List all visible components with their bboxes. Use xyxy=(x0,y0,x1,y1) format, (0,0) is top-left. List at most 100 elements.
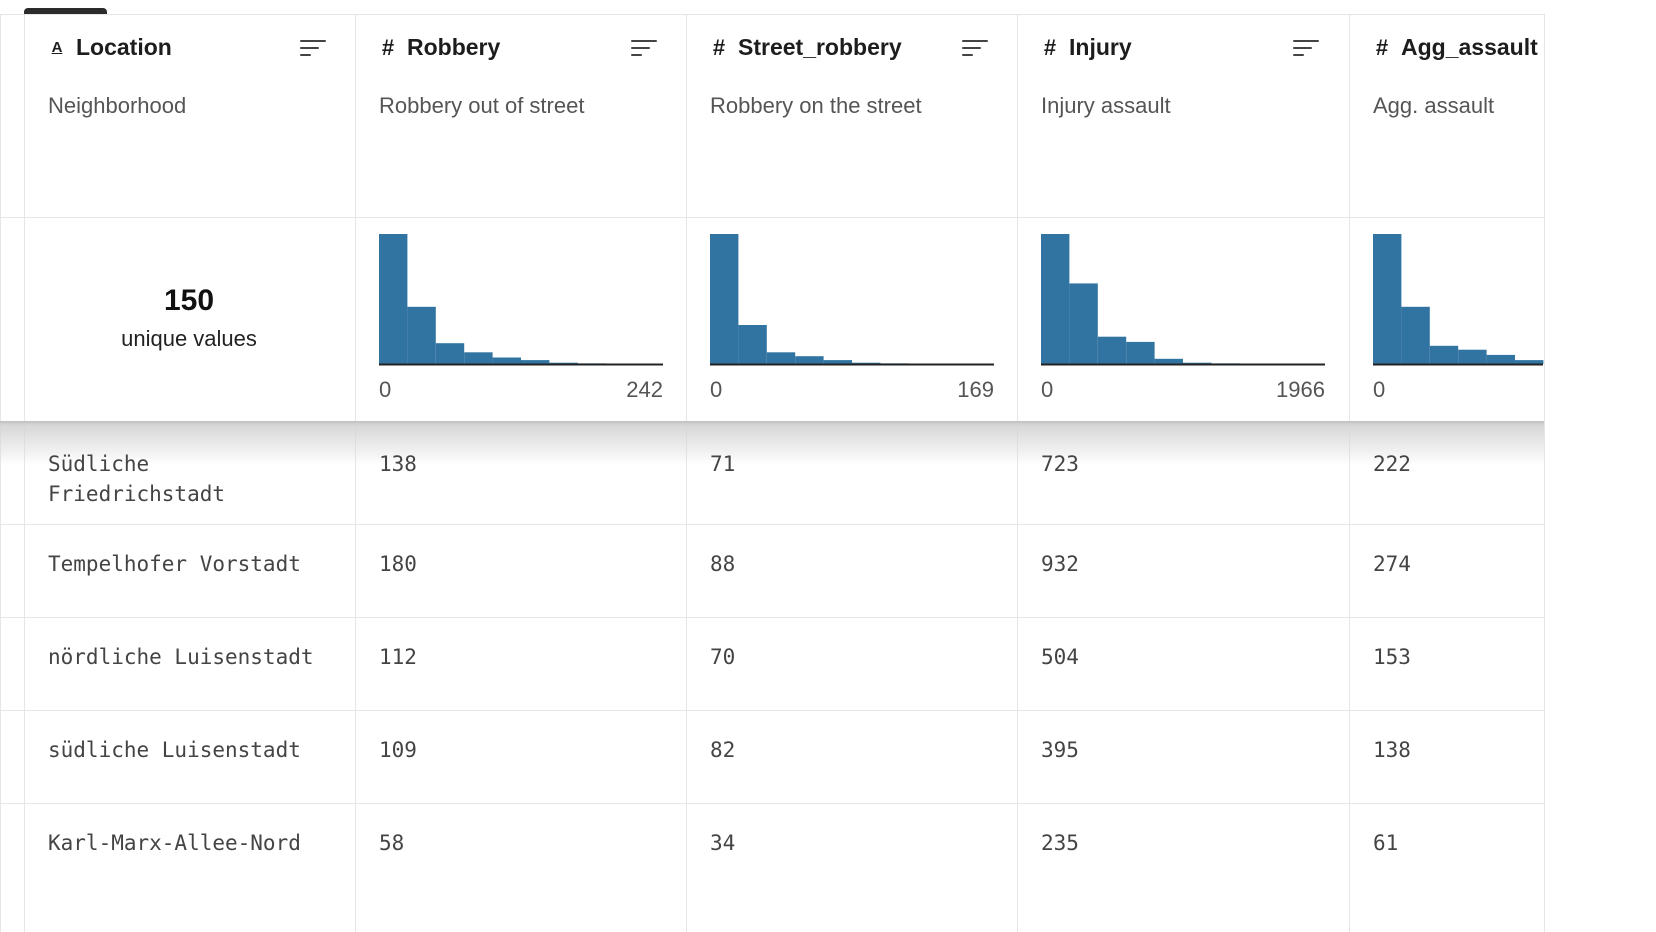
column-injury-header[interactable]: # Injury xyxy=(1039,34,1132,61)
number-cell[interactable]: 109 xyxy=(379,738,417,762)
unique-values-count: 150 xyxy=(163,284,215,317)
number-cell[interactable]: 71 xyxy=(710,452,736,476)
histogram-min-label: 0 xyxy=(1041,377,1054,402)
histogram-bar xyxy=(379,234,408,364)
number-type-icon: # xyxy=(381,34,395,60)
histogram-bar xyxy=(1041,234,1070,364)
column-robbery-description: Robbery out of street xyxy=(379,93,585,118)
histogram-bar xyxy=(795,356,824,364)
histogram-min-label: 0 xyxy=(710,377,723,402)
grid-column-divider xyxy=(355,14,356,932)
unique-values-label: unique values xyxy=(121,326,257,351)
column-agg-assault-header[interactable]: # Agg_assault xyxy=(1371,34,1538,61)
number-cell[interactable]: 395 xyxy=(1041,738,1079,762)
grid-column-divider xyxy=(1017,14,1018,932)
grid-row-divider xyxy=(0,217,1544,218)
number-cell[interactable]: 723 xyxy=(1041,452,1079,476)
number-cell[interactable]: 61 xyxy=(1373,831,1399,855)
sort-icon[interactable] xyxy=(1293,40,1319,58)
histogram-bar xyxy=(852,362,881,364)
number-cell[interactable]: 70 xyxy=(710,645,736,669)
histogram-bar xyxy=(435,343,465,364)
number-type-icon: # xyxy=(1375,34,1389,60)
grid-row-divider xyxy=(0,14,1544,15)
number-cell[interactable]: 112 xyxy=(379,645,417,669)
number-cell[interactable]: 180 xyxy=(379,552,417,576)
histogram-bar xyxy=(738,325,767,364)
column-injury-histogram xyxy=(1041,234,1325,366)
grid-column-divider xyxy=(1544,14,1545,932)
histogram-bar xyxy=(549,362,578,364)
column-agg-assault-title: Agg_assault xyxy=(1401,34,1538,60)
sort-icon[interactable] xyxy=(631,40,657,58)
histogram-min-label: 0 xyxy=(1373,377,1386,402)
number-cell[interactable]: 82 xyxy=(710,738,736,762)
grid-column-divider xyxy=(24,14,25,932)
column-street-robbery-histogram xyxy=(710,234,994,366)
grid-column-divider xyxy=(686,14,687,932)
histogram-bar xyxy=(407,306,436,364)
column-injury-title: Injury xyxy=(1069,34,1132,60)
number-cell[interactable]: 34 xyxy=(710,831,736,855)
number-cell[interactable]: 274 xyxy=(1373,552,1411,576)
column-location-header[interactable]: A Location xyxy=(46,34,172,61)
number-cell[interactable]: 138 xyxy=(1373,738,1411,762)
number-cell[interactable]: 504 xyxy=(1041,645,1079,669)
histogram-bar xyxy=(492,357,521,364)
histogram-max-label: 169 xyxy=(957,377,994,402)
histogram-bar xyxy=(1069,283,1098,364)
column-robbery-title: Robbery xyxy=(407,34,501,60)
histogram-bar xyxy=(766,352,796,364)
grid-row-divider xyxy=(0,617,1544,618)
sort-icon[interactable] xyxy=(962,40,988,58)
location-cell[interactable]: Tempelhofer Vorstadt xyxy=(48,552,301,576)
text-type-icon: A xyxy=(51,39,63,56)
grid-column-divider xyxy=(0,14,1,932)
grid-row-divider xyxy=(0,803,1544,804)
histogram-bar xyxy=(1126,341,1155,364)
location-cell[interactable]: Karl-Marx-Allee-Nord xyxy=(48,831,301,855)
grid-column-divider xyxy=(1349,14,1350,932)
header-shadow xyxy=(0,421,1544,465)
number-cell[interactable]: 138 xyxy=(379,452,417,476)
column-agg-assault-description: Agg. assault xyxy=(1373,93,1495,118)
column-street-robbery-header[interactable]: # Street_robbery xyxy=(708,34,902,61)
number-cell[interactable]: 88 xyxy=(710,552,736,576)
histogram-bar xyxy=(1458,349,1487,364)
column-injury-description: Injury assault xyxy=(1041,93,1171,118)
number-cell[interactable]: 932 xyxy=(1041,552,1079,576)
histogram-bar xyxy=(1183,362,1212,364)
column-street-robbery-description: Robbery on the street xyxy=(710,93,922,118)
active-tab-indicator xyxy=(24,8,107,15)
column-robbery-histogram xyxy=(379,234,663,366)
location-cell[interactable]: nördliche Luisenstadt xyxy=(48,645,314,669)
number-type-icon: # xyxy=(1043,34,1057,60)
number-cell[interactable]: 222 xyxy=(1373,452,1411,476)
location-cell[interactable]: südliche Luisenstadt xyxy=(48,738,301,762)
histogram-max-label: 242 xyxy=(626,377,663,402)
number-type-icon: # xyxy=(712,34,726,60)
histogram-bar xyxy=(710,234,739,364)
column-agg-assault-histogram xyxy=(1373,234,1544,366)
histogram-bar xyxy=(521,360,550,364)
histogram-bar xyxy=(1429,345,1459,364)
histogram-bar xyxy=(1154,358,1183,364)
column-robbery-header[interactable]: # Robbery xyxy=(377,34,500,61)
histogram-bar xyxy=(1515,360,1544,364)
histogram-bar xyxy=(1373,234,1402,364)
histogram-bar xyxy=(823,360,852,364)
column-location-title: Location xyxy=(76,34,172,60)
sort-icon[interactable] xyxy=(300,40,326,58)
histogram-min-label: 0 xyxy=(379,377,392,402)
grid-row-divider xyxy=(0,524,1544,525)
histogram-bar xyxy=(1401,306,1430,364)
histogram-bar xyxy=(464,352,493,364)
column-street-robbery-title: Street_robbery xyxy=(738,34,902,60)
histogram-bar xyxy=(1097,336,1127,364)
histogram-bar xyxy=(1486,354,1515,364)
number-cell[interactable]: 235 xyxy=(1041,831,1079,855)
location-cell[interactable]: Südliche Friedrichstadt xyxy=(48,452,226,506)
number-cell[interactable]: 58 xyxy=(379,831,405,855)
grid-row-divider xyxy=(0,710,1544,711)
number-cell[interactable]: 153 xyxy=(1373,645,1411,669)
